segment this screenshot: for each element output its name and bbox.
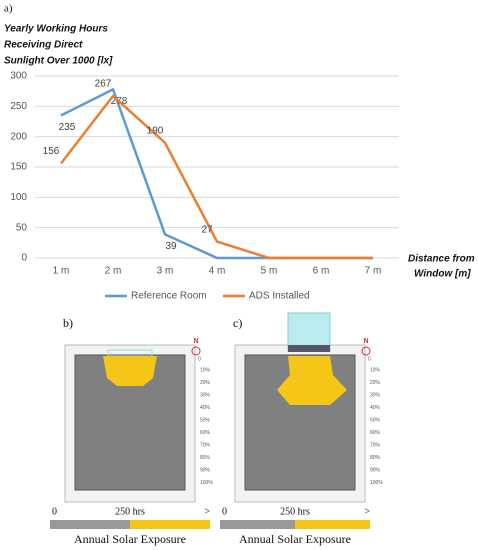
sun-patch (103, 356, 157, 386)
data-label: 190 (147, 125, 164, 136)
scale-end: > (364, 506, 370, 517)
exposure-high (295, 520, 370, 529)
scale-label: 30% (370, 392, 381, 398)
y-tick-label: 250 (10, 101, 27, 112)
y-tick-label: 150 (10, 162, 27, 173)
legend-label: Reference Room (131, 291, 207, 302)
scale-middle: 250 hrs (115, 506, 145, 517)
data-label: 235 (59, 122, 76, 133)
y-tick-label: 50 (16, 222, 28, 233)
scale-label: 40% (370, 405, 381, 411)
scale-label: 70% (370, 442, 381, 448)
scale-title: Annual Solar Exposure (74, 532, 186, 546)
diagrams: b) N 0 10% 20% 30% 40% 50% 60% 70% 80% 90% 100% 0 250 … (50, 312, 383, 546)
scale-label: 80% (370, 455, 381, 461)
compass (361, 346, 371, 356)
exposure-low (50, 520, 130, 529)
legend-label: ADS Installed (249, 291, 310, 302)
scale-label: 30% (200, 392, 211, 398)
x-tick-label: 4 m (209, 266, 226, 277)
x-axis-title: Distance from (408, 254, 475, 265)
line (60, 87, 373, 260)
scale-title: Annual Solar Exposure (239, 532, 351, 546)
ads-base (288, 345, 330, 352)
x-tick-label: 7 m (365, 266, 382, 277)
scale-zero: 0 (198, 356, 201, 362)
y-axis-title: Receiving Direct (4, 40, 83, 51)
exposure-low (220, 520, 295, 529)
y-tick-label: 100 (10, 192, 27, 203)
scale-zero: 0 (368, 356, 371, 362)
scale-label: 100% (200, 480, 213, 486)
scale-label: 80% (200, 455, 211, 461)
north-label: N (193, 338, 198, 345)
x-tick-label: 6 m (313, 266, 330, 277)
ads-device (287, 312, 331, 352)
scale-label: 20% (200, 380, 211, 386)
data-label: 27 (201, 224, 213, 235)
panel-label: c) (233, 316, 242, 330)
line (60, 94, 373, 260)
scale-label: 10% (200, 367, 211, 373)
compass (191, 346, 201, 356)
scale-label: 10% (370, 367, 381, 373)
x-tick-label: 3 m (157, 266, 174, 277)
scale-label: 60% (200, 430, 211, 436)
x-tick-label: 5 m (261, 266, 278, 277)
x-tick-label: 1 m (53, 266, 70, 277)
y-axis-title: Sunlight Over 1000 [lx] (4, 56, 113, 67)
scale-label: 50% (200, 417, 211, 423)
scale-end: > (204, 506, 210, 517)
panel-label: a) (4, 3, 13, 15)
panel-label: b) (63, 316, 73, 330)
y-axis-title: Yearly Working Hours (4, 24, 108, 35)
scale-label: 90% (370, 467, 381, 473)
scale-label: 20% (370, 380, 381, 386)
scale-label: 70% (200, 442, 211, 448)
y-tick-label: 300 (10, 71, 27, 82)
x-tick-label: 2 m (105, 266, 122, 277)
x-axis-title: Window [m] (414, 269, 471, 280)
scale-label: 60% (370, 430, 381, 436)
scale-label: 90% (200, 467, 211, 473)
y-tick-label: 200 (10, 131, 27, 142)
scale-label: 100% (370, 480, 383, 486)
exposure-high (130, 520, 210, 529)
data-label: 39 (165, 241, 177, 252)
data-label: 156 (43, 146, 60, 157)
scale-start: 0 (222, 506, 227, 517)
data-label: 267 (95, 79, 112, 90)
scale-middle: 250 hrs (280, 506, 310, 517)
y-tick-label: 0 (21, 253, 27, 264)
sun-patch (277, 356, 347, 405)
scale-start: 0 (52, 506, 57, 517)
scale-label: 50% (370, 417, 381, 423)
scale-label: 40% (200, 405, 211, 411)
north-label: N (363, 338, 368, 345)
